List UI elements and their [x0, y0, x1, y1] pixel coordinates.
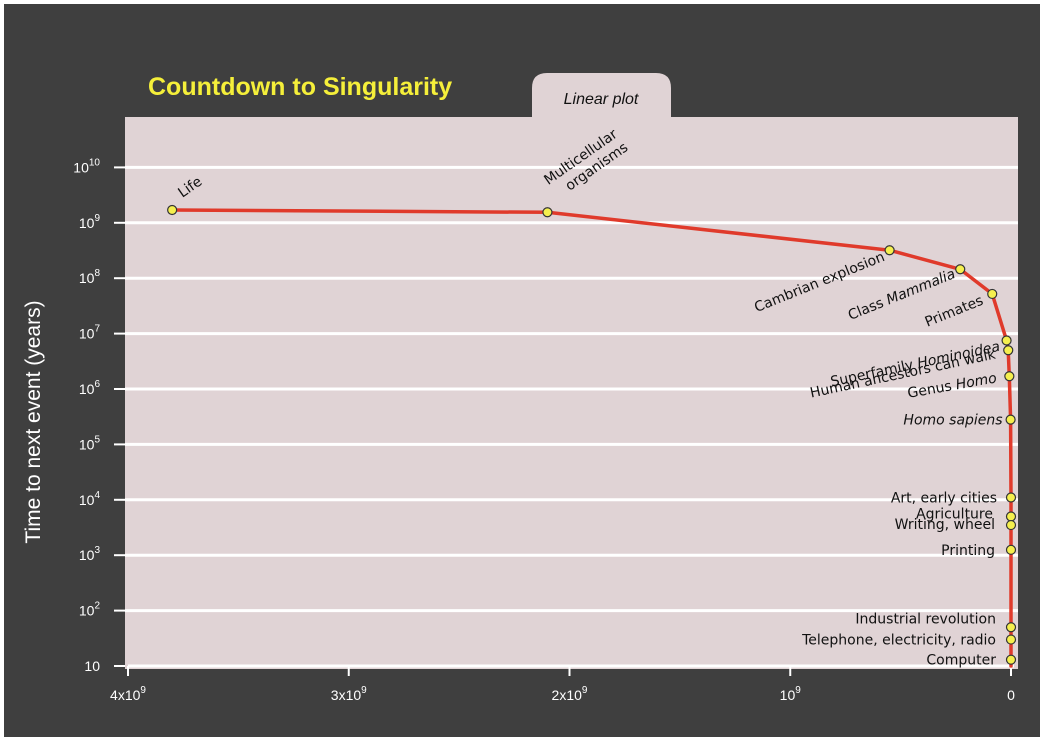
chart: Linear plot Countdown to Singularity Tim… — [22, 73, 1018, 703]
annotation-label: Printing — [941, 543, 995, 559]
data-point — [955, 264, 966, 275]
data-point — [1005, 519, 1017, 531]
data-point — [1005, 634, 1017, 645]
y-tick-label: 104 — [79, 490, 101, 508]
annotation-label: Agriculture — [916, 507, 993, 523]
annotation-label: Art, early cities — [891, 491, 997, 507]
x-tick-label: 109 — [780, 685, 802, 703]
annotation-label: Telephone, electricity, radio — [801, 633, 996, 649]
data-points — [167, 204, 1017, 665]
y-tick-label: 105 — [79, 434, 101, 452]
x-tick-label: 0 — [1007, 687, 1015, 703]
data-point — [1005, 492, 1017, 503]
y-axis-label: Time to next event (years) — [22, 300, 45, 543]
data-point — [1005, 544, 1017, 555]
data-point — [1005, 511, 1017, 522]
y-tick-label: 109 — [79, 213, 101, 231]
y-tick-label: 106 — [79, 379, 101, 397]
data-point — [1001, 335, 1012, 346]
chart-frame: Linear plot Countdown to Singularity Tim… — [4, 4, 1040, 737]
data-point — [542, 207, 553, 218]
x-tick-label: 4x109 — [110, 685, 146, 703]
data-point — [1005, 622, 1017, 633]
y-tick-label: 103 — [79, 545, 101, 563]
data-point — [1003, 345, 1014, 356]
x-tick-label: 3x109 — [331, 685, 367, 703]
plot-tab[interactable] — [532, 73, 671, 120]
annotation-label: Homo sapiens — [903, 413, 1002, 429]
y-tick-label: 10 — [84, 658, 100, 674]
data-point — [1005, 654, 1017, 665]
plot-area — [125, 117, 1018, 669]
annotation-label: Industrial revolution — [855, 611, 996, 627]
y-tick-label: 102 — [79, 601, 101, 619]
tab-label[interactable]: Linear plot — [564, 91, 639, 108]
y-tick-label: 1010 — [73, 157, 100, 175]
chart-title: Countdown to Singularity — [148, 73, 452, 101]
data-point — [884, 245, 895, 256]
x-tick-label: 2x109 — [552, 685, 588, 703]
annotation-label: Writing, wheel — [895, 517, 995, 533]
data-point — [1005, 414, 1016, 425]
axes: 10 102 103 104 105 106 107 108 109 1010 4x109 3x109… — [73, 157, 1015, 703]
data-point — [987, 288, 998, 300]
y-tick-label: 107 — [79, 324, 101, 342]
grid-lines — [125, 165, 1018, 613]
y-tick-label: 108 — [79, 268, 101, 286]
data-point — [167, 204, 178, 216]
data-point — [1004, 371, 1015, 382]
annotation-label: Computer — [926, 653, 996, 669]
